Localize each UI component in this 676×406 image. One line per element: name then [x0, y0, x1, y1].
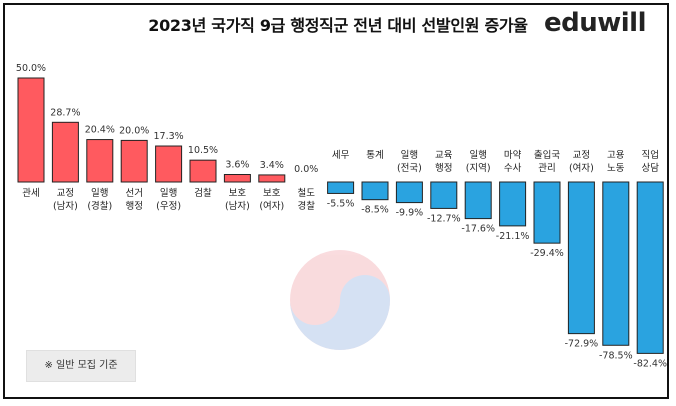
bar-18 [636, 181, 664, 354]
category-label-3: 선거 행정 [125, 188, 142, 212]
value-label-12: -12.7% [427, 213, 461, 224]
category-label-14: 마약 수사 [504, 149, 522, 174]
bar-5 [189, 159, 217, 183]
value-label-1: 28.7% [50, 107, 80, 118]
category-label-7: 보호 (여자) [259, 188, 284, 212]
bar-15 [533, 181, 561, 244]
bar-13 [464, 181, 492, 220]
value-label-6: 3.6% [225, 160, 249, 171]
category-label-4: 일행 (우정) [156, 187, 181, 212]
bar-11 [395, 181, 423, 204]
bar-2 [86, 139, 114, 183]
bar-3 [120, 139, 148, 183]
value-label-16: -72.9% [565, 339, 599, 350]
watermark-red-half [290, 250, 390, 350]
category-label-2: 일행 (경찰) [87, 187, 112, 212]
category-label-10: 통계 [366, 149, 383, 161]
value-label-7: 3.4% [260, 160, 284, 171]
value-label-10: -8.5% [361, 205, 389, 216]
category-label-15: 출입국 관리 [534, 149, 560, 174]
value-label-5: 10.5% [188, 145, 218, 156]
bar-12 [430, 181, 458, 209]
category-label-17: 고용 노동 [607, 150, 625, 174]
bar-6 [223, 174, 251, 183]
value-label-8: 0.0% [294, 164, 318, 175]
category-label-1: 교정 (남자) [53, 188, 78, 212]
value-label-13: -17.6% [461, 224, 495, 235]
value-label-14: -21.1% [496, 231, 530, 242]
value-label-15: -29.4% [530, 248, 564, 259]
chart-title: 2023년 국가직 9급 행정직군 전년 대비 선발인원 증가율 [148, 16, 528, 35]
watermark-blue-half [290, 275, 390, 350]
value-label-3: 20.0% [119, 125, 149, 136]
bar-9 [327, 181, 355, 194]
bar-16 [567, 181, 595, 335]
category-label-16: 교정 (여자) [569, 150, 594, 174]
category-label-18: 직업 상담 [641, 149, 659, 174]
category-label-5: 검찰 [194, 187, 212, 199]
category-label-13: 일행 (지역) [466, 149, 491, 174]
value-label-17: -78.5% [599, 350, 633, 361]
category-label-8: 철도 경찰 [297, 188, 315, 212]
footnote: ※ 일반 모집 기준 [26, 350, 136, 382]
bar-7 [258, 174, 286, 183]
value-label-18: -82.4% [633, 358, 667, 369]
value-label-11: -9.9% [396, 208, 424, 219]
category-label-12: 교육 행정 [435, 150, 453, 174]
bar-4 [155, 145, 183, 183]
bar-14 [499, 181, 527, 227]
bar-1 [51, 121, 79, 183]
bar-17 [602, 181, 630, 346]
brand-logo: eduwill [543, 8, 647, 38]
category-label-11: 일행 (전국) [397, 149, 422, 174]
value-label-2: 20.4% [85, 125, 115, 136]
value-label-0: 50.0% [16, 63, 46, 74]
category-label-6: 보호 (남자) [225, 188, 250, 212]
bar-0 [17, 77, 45, 183]
category-label-9: 세무 [332, 150, 350, 161]
bar-10 [361, 181, 389, 201]
watermark-emblem [290, 250, 390, 350]
value-label-9: -5.5% [327, 198, 355, 209]
value-label-4: 17.3% [154, 131, 184, 142]
category-label-0: 관세 [22, 188, 39, 199]
